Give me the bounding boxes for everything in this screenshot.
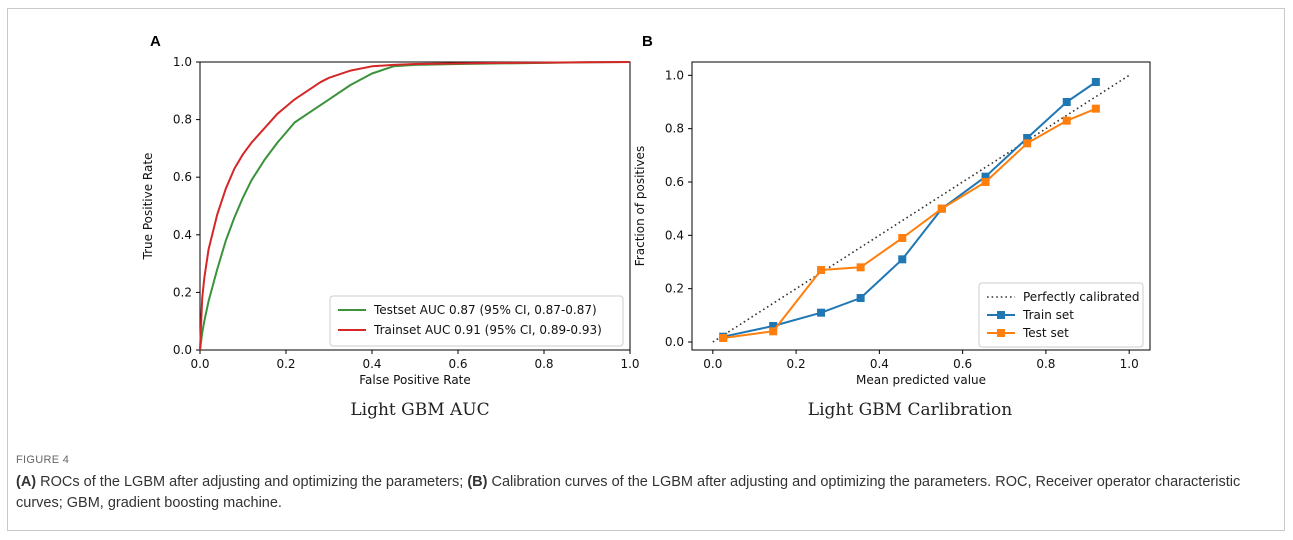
series-line-2 <box>722 81 1097 338</box>
caption-b-text: Calibration curves of the LGBM after adj… <box>16 474 1241 511</box>
x-tick-label: 0.6 <box>953 357 972 371</box>
y-tick-label: 0.8 <box>665 122 684 136</box>
y-tick-label: 1.0 <box>665 68 684 82</box>
roc-chart: A 0.0 0.2 0.4 0.6 0.8 1.0 0.0 0.2 0.4 0.6 0.8 1.0 Fal… <box>141 33 640 387</box>
x-tick-label: 0.8 <box>534 357 553 371</box>
y-tick-label: 0.2 <box>173 285 192 299</box>
figure-label: FIGURE 4 <box>16 454 70 466</box>
data-point <box>1091 78 1100 86</box>
data-point <box>769 327 778 336</box>
caption-a-tag: (A) <box>16 474 37 490</box>
data-point <box>981 178 990 186</box>
y-tick-label: 0.4 <box>173 228 192 242</box>
x-tick-label: 1.0 <box>620 357 639 371</box>
data-point <box>898 234 907 242</box>
y-tick-label: 1.0 <box>173 55 192 69</box>
x-tick-label: 0.2 <box>787 357 806 371</box>
y-axis-label: True Positive Rate <box>141 153 155 261</box>
data-point <box>1023 139 1032 148</box>
data-point <box>1023 134 1032 142</box>
data-point <box>1062 98 1071 106</box>
data-point <box>1062 116 1071 125</box>
x-tick-label: 0.0 <box>190 357 209 371</box>
x-tick-label: 0.8 <box>1036 357 1055 371</box>
x-tick-label: 0.6 <box>448 357 467 371</box>
y-tick-label: 0.0 <box>173 343 192 357</box>
legend-marker <box>997 311 1005 319</box>
legend-label: Test set <box>1022 326 1069 340</box>
data-point <box>817 308 826 317</box>
plot-frame <box>199 61 631 351</box>
calibration-chart: B 0.0 0.2 0.4 0.6 0.8 1.0 0.0 0.2 0.4 0.6 0.8 1.0 Mea… <box>633 33 1151 387</box>
figure-frame <box>7 8 1285 531</box>
y-tick-label: 0.2 <box>665 282 684 296</box>
x-tick-label: 0.4 <box>870 357 889 371</box>
data-point <box>769 322 778 330</box>
y-tick-label: 0.4 <box>665 228 684 242</box>
x-tick-label: 0.0 <box>703 357 722 371</box>
x-axis-label: Mean predicted value <box>856 373 986 387</box>
y-axis-label: Fraction of positives <box>633 146 647 266</box>
panel-a-caption: Light GBM AUC <box>350 400 490 420</box>
y-tick-label: 0.8 <box>173 113 192 127</box>
legend-box <box>978 282 1144 348</box>
caption-b-tag: (B) <box>467 474 488 490</box>
figure-caption: (A) ROCs of the LGBM after adjusting and… <box>16 472 1256 514</box>
legend-box <box>329 295 624 347</box>
plot-frame <box>691 61 1151 351</box>
series-line-3 <box>723 107 1097 339</box>
data-point <box>856 294 865 302</box>
caption-a-text: ROCs of the LGBM after adjusting and opt… <box>36 474 468 490</box>
x-tick-label: 1.0 <box>1120 357 1139 371</box>
data-point <box>981 172 990 181</box>
y-tick-label: 0.6 <box>665 175 684 189</box>
data-point <box>1091 104 1100 113</box>
panel-letter: A <box>150 33 161 50</box>
x-tick-label: 0.2 <box>276 357 295 371</box>
legend-label: Testset AUC 0.87 (95% CI, 0.87-0.87) <box>373 303 597 317</box>
legend-label: Perfectly calibrated <box>1023 290 1140 304</box>
data-point <box>719 334 728 342</box>
x-axis-label: False Positive Rate <box>359 373 471 387</box>
panel-b-caption: Light GBM Carlibration <box>807 400 1013 420</box>
y-tick-label: 0.0 <box>665 335 684 349</box>
legend-label: Trainset AUC 0.91 (95% CI, 0.89-0.93) <box>373 323 602 337</box>
y-tick-label: 0.6 <box>173 170 192 184</box>
data-point <box>817 266 826 274</box>
data-point <box>937 204 946 213</box>
legend-marker <box>997 329 1005 337</box>
data-point <box>856 263 865 272</box>
series-line-2 <box>199 61 631 351</box>
legend-label: Train set <box>1022 308 1074 322</box>
x-tick-label: 0.4 <box>362 357 381 371</box>
panel-letter: B <box>642 33 653 50</box>
data-point <box>898 255 907 264</box>
